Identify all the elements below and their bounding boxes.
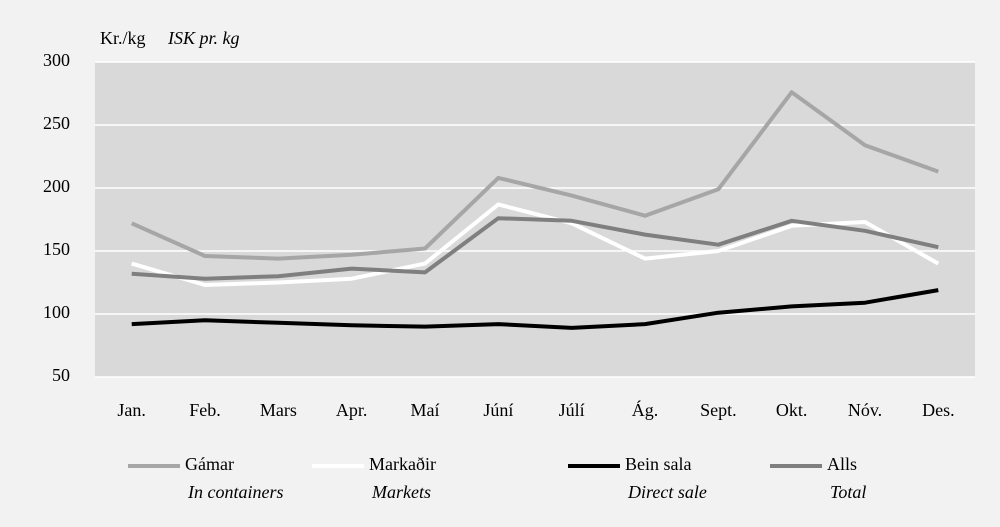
legend-label-en: Direct sale: [627, 482, 707, 502]
y-tick-label: 250: [43, 113, 70, 133]
line-series: [131, 216, 939, 281]
y-axis-label-en: ISK pr. kg: [167, 28, 240, 48]
y-tick-label: 50: [52, 365, 70, 385]
x-tick-label: Des.: [922, 400, 955, 420]
legend-label-en: Total: [830, 482, 866, 502]
x-tick-label: Mars: [260, 400, 297, 420]
legend-label: Markaðir: [369, 454, 436, 474]
x-tick-label: Apr.: [336, 400, 368, 420]
legend-label-en: In containers: [187, 482, 283, 502]
x-tick-label: Maí: [411, 400, 440, 420]
x-tick-label: Feb.: [189, 400, 221, 420]
y-tick-label: 200: [43, 176, 70, 196]
legend-label: Alls: [827, 454, 857, 474]
y-axis-label: Kr./kg: [100, 28, 146, 48]
x-tick-label: Nóv.: [848, 400, 882, 420]
x-tick-label: Jan.: [117, 400, 146, 420]
x-tick-label: Júlí: [559, 400, 585, 420]
line-series: [131, 202, 940, 287]
line-series: [130, 90, 939, 261]
x-tick-label: Ág.: [632, 399, 659, 420]
x-tick-label: Sept.: [700, 400, 737, 420]
legend-label: Gámar: [185, 454, 234, 474]
legend-label-en: Markets: [371, 482, 431, 502]
legend-label: Bein sala: [625, 454, 691, 474]
y-tick-label: 100: [43, 302, 70, 322]
line-series: [131, 288, 939, 330]
x-tick-label: Okt.: [776, 400, 808, 420]
y-tick-label: 150: [43, 239, 70, 259]
x-tick-label: Júní: [483, 400, 513, 420]
y-tick-label: 300: [43, 50, 70, 70]
